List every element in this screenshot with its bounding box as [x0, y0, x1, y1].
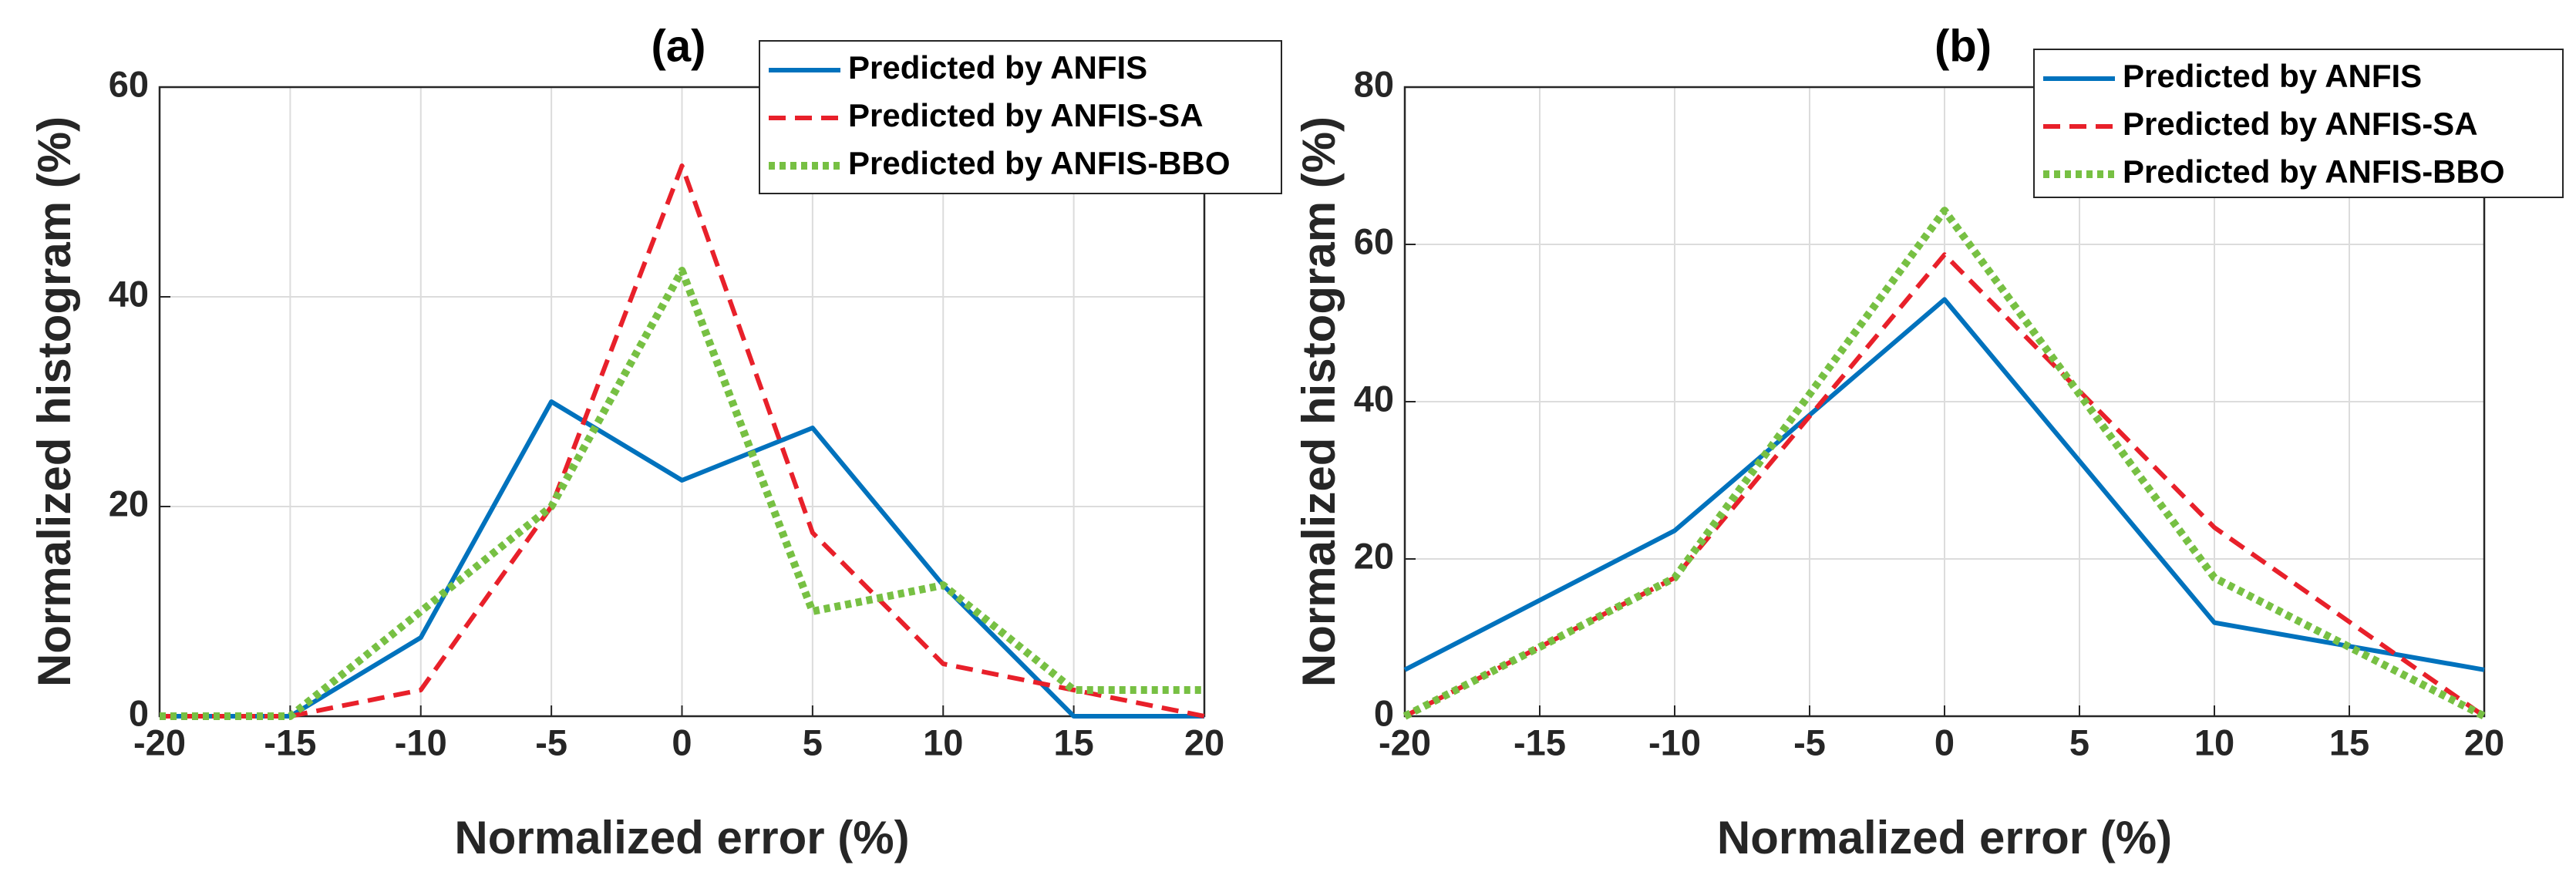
- x-tick-label: 15: [2329, 722, 2369, 762]
- axes-box: [158, 86, 1206, 718]
- x-tick-label: -15: [264, 722, 316, 762]
- series-line: [1403, 252, 2486, 719]
- x-tick-label: 0: [1935, 722, 1955, 762]
- y-tick-label: 80: [1354, 63, 1394, 104]
- axes-box: [1403, 86, 2486, 718]
- legend-label: Predicted by ANFIS-BBO: [848, 145, 1231, 181]
- x-tick-label: 0: [672, 722, 692, 762]
- legend-label: Predicted by ANFIS: [848, 49, 1147, 86]
- y-tick-label: 0: [129, 692, 149, 733]
- x-axis-label: Normalized error (%): [454, 812, 909, 863]
- x-tick-label: 10: [923, 722, 963, 762]
- chart-title: (b): [1935, 21, 1992, 71]
- x-tick-label: 20: [1184, 722, 1224, 762]
- x-tick-label: -15: [1514, 722, 1566, 762]
- y-axis-label: Normalized histogram (%): [1293, 116, 1345, 687]
- y-tick-label: 20: [1354, 535, 1394, 576]
- series-line: [1402, 207, 2487, 720]
- x-tick-label: -10: [1648, 722, 1701, 762]
- x-tick-label: -5: [1793, 722, 1826, 762]
- y-tick-label: 20: [109, 483, 149, 523]
- legend-label: Predicted by ANFIS-SA: [2123, 106, 2478, 142]
- x-tick-label: 5: [803, 722, 823, 762]
- legend-label: Predicted by ANFIS: [2123, 58, 2422, 94]
- y-tick-label: 0: [1374, 692, 1394, 733]
- x-tick-label: 10: [2194, 722, 2234, 762]
- x-tick-label: 15: [1053, 722, 1093, 762]
- legend-box: [759, 40, 1282, 194]
- x-tick-label: 5: [2069, 722, 2089, 762]
- x-tick-label: -20: [1379, 722, 1431, 762]
- x-tick-label: -10: [395, 722, 447, 762]
- x-tick-label: 20: [2464, 722, 2504, 762]
- x-tick-label: -20: [133, 722, 186, 762]
- legend-label: Predicted by ANFIS-SA: [848, 97, 1204, 133]
- series-line: [1403, 297, 2485, 672]
- legend-label: Predicted by ANFIS-BBO: [2123, 153, 2505, 190]
- y-tick-label: 40: [1354, 378, 1394, 419]
- y-tick-label: 60: [1354, 220, 1394, 261]
- x-axis-label: Normalized error (%): [1717, 812, 2172, 863]
- x-tick-label: -5: [535, 722, 567, 762]
- series-line: [160, 399, 1204, 719]
- y-axis-label: Normalized histogram (%): [29, 116, 80, 687]
- chart-title: (a): [652, 21, 706, 71]
- series-line: [160, 163, 1205, 719]
- y-tick-label: 40: [109, 273, 149, 314]
- legend-box: [2033, 49, 2564, 198]
- series-line: [160, 267, 1204, 720]
- y-tick-label: 60: [109, 63, 149, 104]
